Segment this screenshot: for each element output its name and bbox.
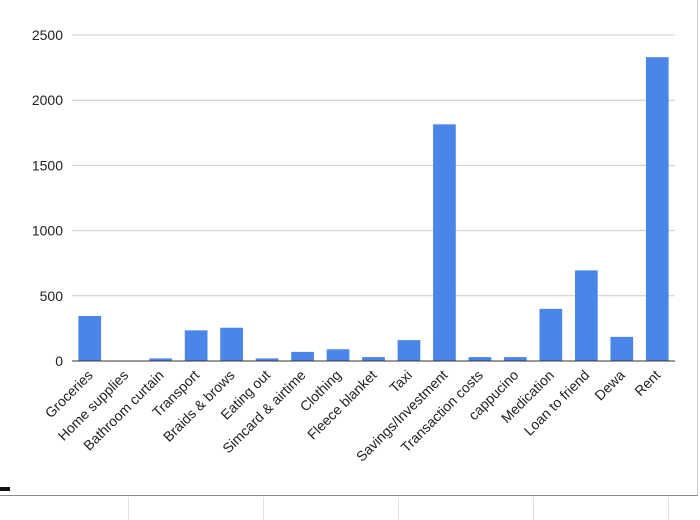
x-tick-label: Dewa <box>591 367 628 404</box>
y-tick-label: 2500 <box>32 27 63 43</box>
cell-divider <box>263 497 264 520</box>
y-tick-label: 1500 <box>32 157 63 173</box>
cell-divider <box>533 497 534 520</box>
bar <box>645 57 669 361</box>
y-tick-label: 0 <box>55 353 63 369</box>
cell-selection-marker <box>0 487 10 491</box>
bar <box>539 308 563 361</box>
bar <box>433 124 456 361</box>
bar <box>149 358 173 361</box>
cell-divider <box>668 497 669 520</box>
x-tick-label: Taxi <box>386 367 415 396</box>
x-tick-label: Rent <box>631 367 663 399</box>
bar <box>574 270 598 361</box>
bar <box>362 357 385 361</box>
gridlines <box>72 34 675 297</box>
bar <box>184 330 208 361</box>
bar <box>220 327 243 361</box>
bar <box>326 349 350 361</box>
bar <box>78 316 102 361</box>
y-tick-label: 500 <box>40 288 64 304</box>
chart-frame: 0 500 1000 1500 2000 2500 Groceries Home suppl… <box>0 0 698 496</box>
cell-divider <box>128 497 129 520</box>
y-tick-label: 2000 <box>32 92 63 108</box>
bar <box>255 358 279 361</box>
bar <box>397 340 421 361</box>
bar <box>610 336 634 361</box>
bars <box>78 57 669 361</box>
spreadsheet-cells-strip <box>0 497 700 520</box>
bar <box>291 351 314 361</box>
bar <box>504 357 527 361</box>
cell-divider <box>398 497 399 520</box>
y-tick-label: 1000 <box>32 223 63 239</box>
y-axis-tick-labels: 0 500 1000 1500 2000 2500 <box>32 27 63 369</box>
bar <box>468 357 492 361</box>
